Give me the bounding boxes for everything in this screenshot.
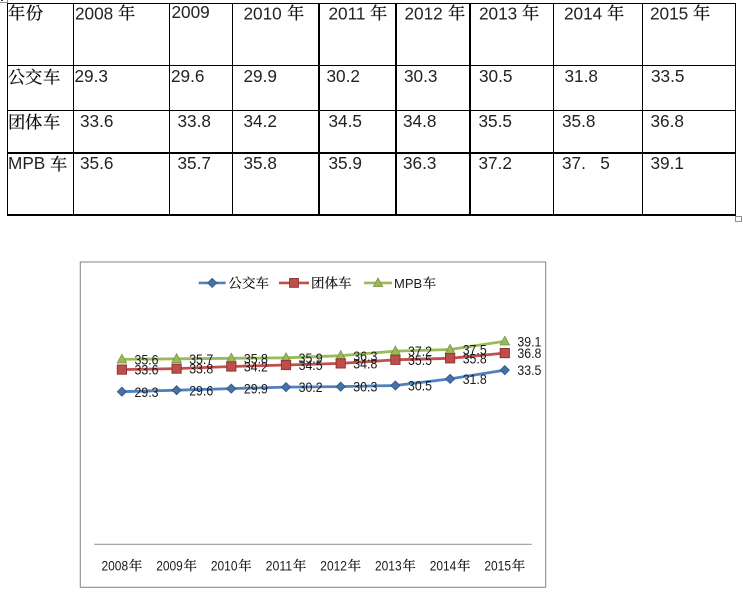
svg-text:35.6: 35.6 (135, 351, 159, 367)
svg-text:2008: 2008 (102, 557, 129, 573)
svg-text:34.8: 34.8 (353, 356, 377, 372)
svg-text:35.8: 35.8 (463, 350, 487, 366)
svg-text:2011: 2011 (266, 557, 293, 573)
svg-text:2015: 2015 (484, 557, 511, 573)
svg-text:33.8: 33.8 (189, 361, 213, 377)
svg-text:MPB: MPB (394, 276, 422, 291)
svg-text:2012: 2012 (320, 557, 347, 573)
svg-text:2013: 2013 (375, 557, 402, 573)
svg-text:30.2: 30.2 (299, 379, 323, 395)
svg-text:2009: 2009 (156, 557, 183, 573)
svg-text:35.8: 35.8 (244, 350, 268, 366)
svg-text:33.6: 33.6 (135, 362, 159, 378)
svg-text:35.9: 35.9 (299, 350, 323, 366)
svg-text:29.6: 29.6 (189, 382, 213, 398)
svg-text:30.5: 30.5 (408, 378, 432, 394)
svg-text:33.5: 33.5 (517, 362, 541, 378)
svg-text:36.3: 36.3 (353, 348, 377, 364)
svg-text:35.5: 35.5 (408, 352, 432, 368)
svg-text:29.9: 29.9 (244, 381, 268, 397)
svg-text:37.2: 37.2 (408, 343, 432, 359)
svg-text:35.7: 35.7 (189, 351, 213, 367)
svg-text:39.1: 39.1 (517, 333, 541, 349)
svg-text:30.3: 30.3 (353, 379, 377, 395)
svg-text:36.8: 36.8 (517, 345, 541, 361)
svg-text:2010: 2010 (211, 557, 238, 573)
svg-text:29.3: 29.3 (135, 384, 159, 400)
svg-text:31.8: 31.8 (463, 371, 487, 387)
svg-text:2014: 2014 (430, 557, 457, 573)
svg-text:34.5: 34.5 (299, 357, 323, 373)
svg-text:34.2: 34.2 (244, 359, 268, 375)
svg-text:37.5: 37.5 (463, 342, 487, 358)
